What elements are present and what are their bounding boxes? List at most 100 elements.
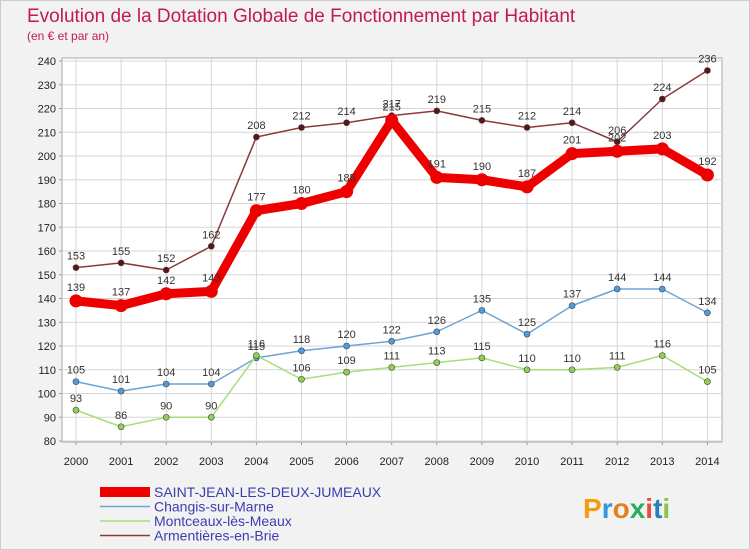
data-label: 116 xyxy=(248,339,266,351)
y-axis: 80 90 100 110 120 130 140 150 160 170 180 190 200 210… xyxy=(38,56,62,448)
data-label: 106 xyxy=(292,362,310,374)
data-point xyxy=(159,287,173,301)
data-label: 192 xyxy=(698,156,716,168)
data-label: 90 xyxy=(160,400,172,412)
y-tick-label: 80 xyxy=(44,436,56,448)
data-label: 104 xyxy=(157,367,175,379)
data-point xyxy=(520,180,534,194)
data-label: 185 xyxy=(337,173,355,185)
data-label: 215 xyxy=(383,101,401,113)
grid xyxy=(62,58,722,442)
x-tick-label: 2013 xyxy=(650,456,674,468)
data-point xyxy=(478,354,486,362)
data-point xyxy=(388,364,396,371)
data-label: 162 xyxy=(202,229,220,241)
data-point xyxy=(388,337,396,345)
data-label: 110 xyxy=(518,353,536,365)
data-label: 134 xyxy=(698,296,716,308)
legend-label: Armentières-en-Brie xyxy=(154,528,279,544)
y-tick-label: 100 xyxy=(38,389,56,401)
logo-letter: P xyxy=(583,493,602,524)
data-point xyxy=(478,117,486,124)
y-tick-label: 180 xyxy=(38,199,56,211)
data-label: 215 xyxy=(473,103,491,115)
x-tick-label: 2001 xyxy=(109,456,133,468)
data-label: 208 xyxy=(247,120,265,132)
data-label: 105 xyxy=(67,365,85,377)
data-label: 111 xyxy=(383,350,400,362)
data-point xyxy=(430,170,444,184)
data-label: 206 xyxy=(608,125,626,137)
y-tick-label: 200 xyxy=(38,151,56,163)
x-tick-label: 2006 xyxy=(334,456,358,468)
data-label: 115 xyxy=(473,341,491,353)
data-label: 144 xyxy=(653,272,671,284)
x-tick-label: 2009 xyxy=(470,456,494,468)
logo-letter: x xyxy=(630,493,646,524)
data-label: 109 xyxy=(337,355,355,367)
data-label: 201 xyxy=(563,135,581,147)
data-label: 139 xyxy=(67,282,85,294)
data-point xyxy=(253,352,260,359)
data-label: 187 xyxy=(518,168,536,180)
data-point xyxy=(204,284,218,298)
data-label: 101 xyxy=(112,374,130,386)
data-point xyxy=(249,204,263,218)
proxiti-logo: Proxiti xyxy=(583,493,670,524)
data-label: 142 xyxy=(157,275,175,287)
data-label: 105 xyxy=(698,365,716,377)
data-point xyxy=(565,147,579,161)
data-point xyxy=(610,144,624,158)
chart-title: Evolution de la Dotation Globale de Fonc… xyxy=(27,6,576,27)
data-point xyxy=(568,302,576,309)
data-point xyxy=(655,142,669,156)
data-point xyxy=(162,413,170,421)
data-label: 118 xyxy=(293,334,311,346)
x-tick-label: 2003 xyxy=(199,456,223,468)
data-point xyxy=(72,378,80,385)
y-tick-label: 130 xyxy=(38,317,56,329)
data-point xyxy=(72,406,80,414)
data-point xyxy=(704,67,711,74)
data-label: 143 xyxy=(202,272,220,284)
data-point xyxy=(385,113,399,127)
data-label: 144 xyxy=(608,272,626,284)
data-point xyxy=(298,347,305,355)
data-label: 137 xyxy=(563,289,581,301)
y-tick-label: 160 xyxy=(38,246,56,258)
data-point xyxy=(523,124,531,131)
data-point xyxy=(343,342,350,350)
data-point xyxy=(568,366,576,374)
logo-letter: i xyxy=(662,493,670,524)
data-point xyxy=(613,285,621,293)
data-label: 236 xyxy=(698,54,716,66)
data-point xyxy=(69,294,83,308)
series-group xyxy=(69,67,714,431)
data-label: 120 xyxy=(337,329,355,341)
data-label: 219 xyxy=(428,94,446,106)
logo-letter: i xyxy=(645,493,653,524)
data-point xyxy=(208,413,215,421)
data-point xyxy=(162,266,170,274)
legend-label: Montceaux-lès-Meaux xyxy=(154,513,292,529)
data-point xyxy=(433,359,441,366)
data-label: 191 xyxy=(428,158,446,170)
data-point xyxy=(704,309,711,317)
y-tick-label: 110 xyxy=(38,365,56,377)
x-tick-label: 2002 xyxy=(154,456,178,468)
y-tick-label: 220 xyxy=(38,104,56,116)
data-label: 152 xyxy=(157,253,175,265)
data-point xyxy=(253,133,260,141)
y-tick-label: 150 xyxy=(38,270,56,282)
data-label: 115 xyxy=(248,341,266,353)
y-tick-label: 140 xyxy=(38,294,56,306)
logo-letter: o xyxy=(613,493,630,524)
data-label: 203 xyxy=(653,130,671,142)
data-label: 122 xyxy=(383,324,401,336)
data-label: 93 xyxy=(70,393,82,405)
data-label: 180 xyxy=(292,185,310,197)
data-point xyxy=(658,285,666,293)
data-label: 137 xyxy=(112,287,130,299)
chart-subtitle: (en € et par an) xyxy=(27,29,109,43)
